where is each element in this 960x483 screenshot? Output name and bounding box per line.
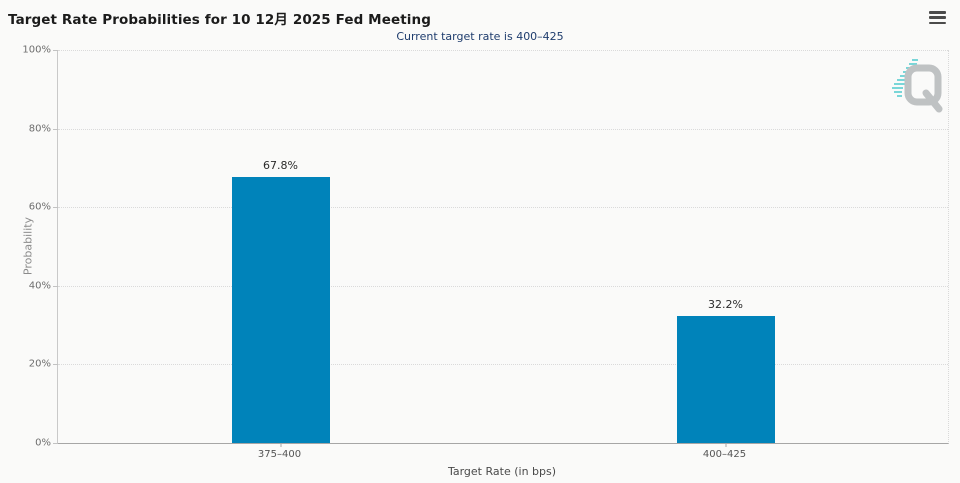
gridline — [58, 364, 948, 366]
y-axis-tick-label: 60% — [28, 201, 51, 213]
bar-value-label: 32.2% — [708, 298, 743, 312]
plot-area: 67.8% 32.2% — [53, 50, 949, 447]
x-axis-tick-label: 375–400 — [257, 449, 302, 460]
hamburger-bar — [929, 21, 946, 24]
y-axis-tick-mark — [53, 207, 58, 209]
gridline — [58, 50, 948, 51]
y-axis-labels: 0% 20% 40% 60% 80% 100% — [0, 45, 51, 449]
y-axis-tick-label: 80% — [28, 123, 51, 135]
probability-bar[interactable] — [231, 176, 330, 443]
y-axis-tick-mark — [53, 364, 58, 366]
probability-bar[interactable] — [676, 316, 775, 443]
y-axis-tick-mark — [53, 128, 58, 130]
x-axis-tick-mark — [725, 443, 726, 447]
y-axis-tick-label: 40% — [28, 280, 51, 292]
gridline — [58, 285, 948, 287]
quikstrike-q-watermark-icon — [892, 59, 943, 113]
y-axis-tick-label: 0% — [35, 437, 51, 449]
x-axis-tick-label: 400–425 — [702, 449, 747, 460]
y-axis-tick-mark — [53, 50, 58, 51]
chart-title: Target Rate Probabilities for 10 12月 202… — [8, 12, 431, 28]
hamburger-bar — [929, 16, 946, 19]
y-axis-tick-mark — [53, 285, 58, 287]
y-axis-tick-label: 100% — [22, 44, 51, 56]
x-axis-title: Target Rate (in bps) — [447, 465, 557, 478]
x-axis-tick-mark — [280, 443, 281, 447]
y-axis-title: Probability — [21, 216, 35, 276]
gridline — [58, 207, 948, 209]
y-axis-tick-mark — [53, 443, 58, 444]
x-axis-labels: 375–400 400–425 — [57, 449, 947, 462]
y-axis-tick-label: 20% — [28, 358, 51, 370]
gridline — [58, 128, 948, 130]
hamburger-menu-icon[interactable] — [929, 11, 946, 24]
hamburger-bar — [929, 11, 946, 14]
bar-value-label: 67.8% — [263, 158, 298, 172]
chart-subtitle: Current target rate is 400–425 — [396, 30, 564, 43]
